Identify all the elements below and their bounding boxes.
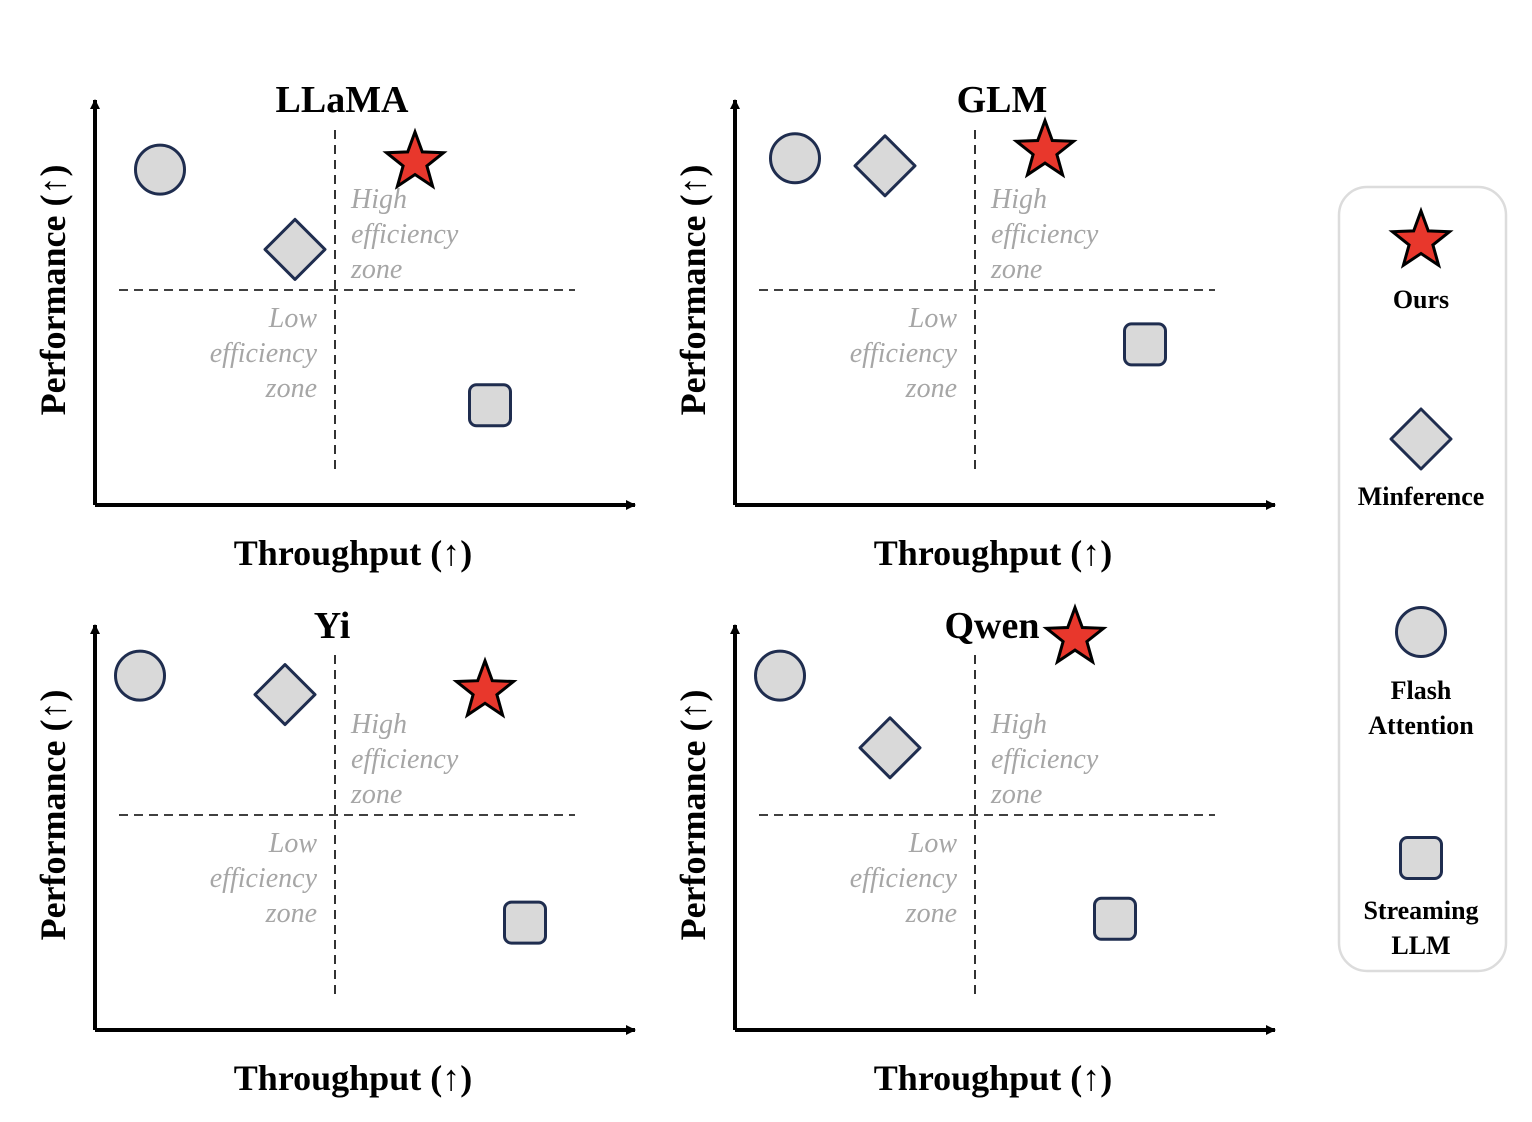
legend-marker-minference [1389,407,1453,471]
panel-yi: Yi Throughput (↑) Performance (↑) High effic… [33,605,636,1098]
legend: Ours Minference Flash Attention Streaming LLM [1337,185,1508,973]
point-ours-llama [382,127,448,190]
low-efficiency-zone-label: efficiency [850,863,958,894]
legend-label: Attention [1368,711,1474,740]
legend-label: Ours [1393,285,1449,314]
legend-label: Minference [1358,482,1485,511]
panel-title: GLM [957,79,1048,121]
y-axis-label: Performance (↑) [33,690,73,941]
panel-title: Yi [314,605,351,647]
high-efficiency-zone-label: efficiency [991,744,1099,775]
low-efficiency-zone-label: zone [265,898,317,929]
point-flash-attention-glm [769,132,821,185]
panel-title: Qwen [945,605,1040,647]
legend-label: LLM [1391,931,1450,960]
high-efficiency-zone-label: zone [990,254,1042,285]
point-ours-glm [1012,116,1078,179]
legend-item-flash-attention: Flash Attention [1368,606,1474,740]
legend-box [1337,185,1508,973]
point-flash-attention-yi [114,649,166,702]
high-efficiency-zone-label: efficiency [991,219,1099,250]
panel-title: LLaMA [276,79,410,121]
high-efficiency-zone-label: High [990,184,1047,215]
legend-label: Streaming [1363,896,1478,925]
x-axis-label: Throughput (↑) [234,533,472,573]
low-efficiency-zone-label: zone [905,898,957,929]
point-streaming-llm-yi [503,900,547,945]
point-minference-yi [253,663,317,727]
legend-item-ours: Ours [1388,206,1454,314]
high-efficiency-zone-label: zone [990,779,1042,810]
point-flash-attention-llama [134,143,186,196]
high-efficiency-zone-label: efficiency [351,219,459,250]
panel-qwen: Qwen Throughput (↑) Performance (↑) High eff… [673,603,1276,1098]
y-axis-label: Performance (↑) [673,165,713,416]
legend-marker-ours [1388,206,1454,269]
panel-glm: GLM Throughput (↑) Performance (↑) High effi… [673,79,1276,573]
y-axis-label: Performance (↑) [33,165,73,416]
low-efficiency-zone-label: efficiency [210,863,318,894]
high-efficiency-zone-label: zone [350,779,402,810]
low-efficiency-zone-label: efficiency [210,338,318,369]
low-efficiency-zone-label: Low [268,828,318,859]
legend-item-streaming-llm: Streaming LLM [1363,836,1479,960]
high-efficiency-zone-label: High [350,184,407,215]
point-minference-glm [853,134,917,198]
panel-llama: LLaMA Throughput (↑) Performance (↑) High ef… [33,79,636,573]
low-efficiency-zone-label: efficiency [850,338,958,369]
point-ours-qwen [1042,603,1108,666]
x-axis-label: Throughput (↑) [234,1058,472,1098]
point-minference-qwen [858,716,922,780]
point-minference-llama [263,217,327,281]
x-axis-label: Throughput (↑) [874,533,1112,573]
high-efficiency-zone-label: efficiency [351,744,459,775]
legend-marker-streaming-llm [1399,836,1443,880]
point-streaming-llm-llama [468,383,512,428]
low-efficiency-zone-label: Low [268,303,318,334]
point-flash-attention-qwen [754,649,806,702]
high-efficiency-zone-label: zone [350,254,402,285]
high-efficiency-zone-label: High [350,709,407,740]
point-streaming-llm-glm [1123,322,1167,367]
low-efficiency-zone-label: zone [905,373,957,404]
panels: LLaMA Throughput (↑) Performance (↑) High ef… [33,79,1276,1098]
legend-marker-flash-attention [1395,606,1447,658]
point-streaming-llm-qwen [1093,896,1137,941]
low-efficiency-zone-label: zone [265,373,317,404]
y-axis-label: Performance (↑) [673,690,713,941]
high-efficiency-zone-label: High [990,709,1047,740]
low-efficiency-zone-label: Low [908,303,958,334]
point-ours-yi [452,656,518,719]
legend-item-minference: Minference [1358,407,1485,511]
low-efficiency-zone-label: Low [908,828,958,859]
x-axis-label: Throughput (↑) [874,1058,1112,1098]
legend-label: Flash [1391,676,1452,705]
